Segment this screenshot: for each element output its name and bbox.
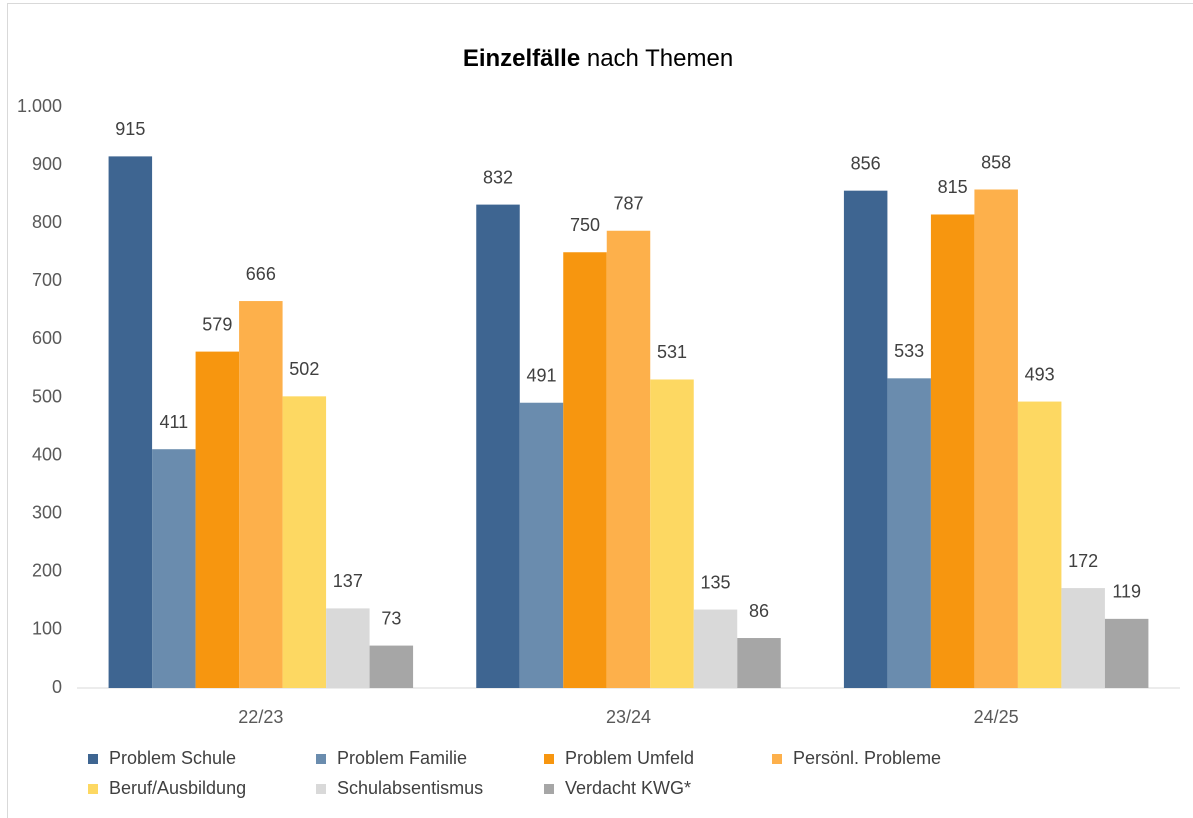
y-tick-label: 300 bbox=[32, 502, 62, 522]
bar bbox=[606, 230, 651, 689]
legend-label: Beruf/Ausbildung bbox=[109, 778, 246, 798]
legend-label: Problem Umfeld bbox=[565, 748, 694, 768]
bar bbox=[650, 379, 694, 688]
data-label: 666 bbox=[246, 264, 276, 284]
bar bbox=[326, 608, 370, 688]
bar bbox=[693, 609, 738, 688]
y-tick-label: 800 bbox=[32, 212, 62, 232]
data-label: 493 bbox=[1025, 364, 1055, 384]
bar bbox=[563, 252, 607, 688]
data-label: 832 bbox=[483, 167, 513, 187]
bar bbox=[195, 351, 240, 688]
legend-swatch bbox=[316, 754, 326, 764]
legend-swatch bbox=[544, 784, 554, 794]
data-label: 533 bbox=[894, 341, 924, 361]
bar bbox=[843, 190, 888, 688]
y-tick-label: 100 bbox=[32, 619, 62, 639]
y-tick-label: 900 bbox=[32, 154, 62, 174]
data-label: 750 bbox=[570, 215, 600, 235]
data-label: 172 bbox=[1068, 551, 1098, 571]
chart-border bbox=[7, 3, 1193, 818]
data-label: 73 bbox=[381, 608, 401, 628]
legend-swatch bbox=[544, 754, 554, 764]
data-label: 491 bbox=[526, 365, 556, 385]
legend-label: Persönl. Probleme bbox=[793, 748, 941, 768]
data-label: 858 bbox=[981, 152, 1011, 172]
bar bbox=[239, 301, 283, 688]
y-tick-label: 0 bbox=[52, 677, 62, 697]
bar bbox=[737, 638, 781, 688]
data-label: 137 bbox=[333, 571, 363, 591]
legend-label: Verdacht KWG* bbox=[565, 778, 691, 798]
y-tick-label: 200 bbox=[32, 561, 62, 581]
chart-title: Einzelfälle nach Themen bbox=[463, 45, 733, 72]
data-label: 915 bbox=[115, 119, 145, 139]
data-label: 815 bbox=[938, 177, 968, 197]
legend-label: Problem Schule bbox=[109, 748, 236, 768]
data-label: 787 bbox=[613, 194, 643, 214]
x-tick-label: 22/23 bbox=[238, 707, 283, 727]
y-tick-label: 600 bbox=[32, 328, 62, 348]
x-tick-label: 23/24 bbox=[606, 707, 651, 727]
legend-label: Schulabsentismus bbox=[337, 778, 483, 798]
bar bbox=[519, 402, 564, 688]
y-tick-label: 1.000 bbox=[17, 96, 62, 116]
bar bbox=[974, 189, 1018, 688]
data-label: 135 bbox=[700, 572, 730, 592]
y-tick-label: 700 bbox=[32, 270, 62, 290]
x-tick-label: 24/25 bbox=[974, 707, 1019, 727]
legend-swatch bbox=[88, 754, 98, 764]
title-rest: nach Themen bbox=[587, 45, 733, 72]
title-bold: Einzelfälle bbox=[463, 45, 580, 72]
data-label: 502 bbox=[289, 359, 319, 379]
data-label: 856 bbox=[851, 153, 881, 173]
legend-label: Problem Familie bbox=[337, 748, 467, 768]
data-label: 86 bbox=[749, 601, 769, 621]
bar bbox=[282, 396, 327, 688]
bar bbox=[152, 449, 196, 688]
bar bbox=[369, 645, 414, 688]
bar bbox=[1061, 588, 1105, 688]
data-label: 579 bbox=[202, 314, 232, 334]
y-tick-label: 500 bbox=[32, 386, 62, 406]
bar bbox=[1017, 401, 1062, 688]
y-tick-label: 400 bbox=[32, 444, 62, 464]
bar bbox=[108, 156, 153, 688]
data-label: 411 bbox=[159, 412, 188, 432]
legend-swatch bbox=[88, 784, 98, 794]
data-label: 531 bbox=[657, 342, 687, 362]
bar bbox=[476, 204, 520, 688]
legend-swatch bbox=[316, 784, 326, 794]
bar bbox=[887, 378, 931, 688]
data-label: 119 bbox=[1112, 582, 1141, 602]
bar bbox=[1104, 618, 1149, 688]
legend-swatch bbox=[772, 754, 782, 764]
bar bbox=[930, 214, 975, 689]
